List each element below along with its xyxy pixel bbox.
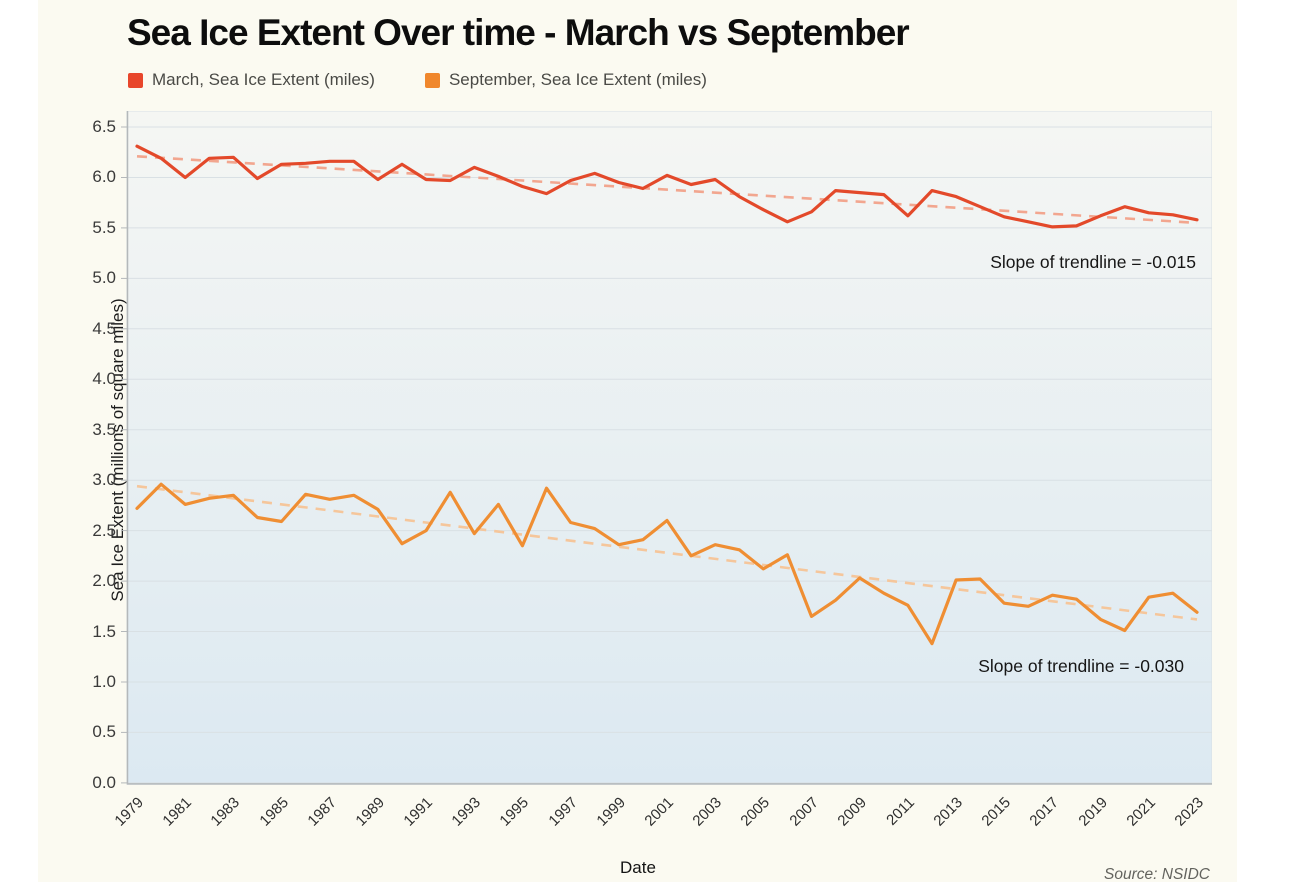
y-tick-label: 0.0 [92, 772, 116, 792]
march-trendline-annotation: Slope of trendline = -0.015 [990, 252, 1196, 272]
x-tick-label: 1989 [352, 794, 388, 830]
september-trendline [136, 484, 1198, 621]
x-tick-label: 1983 [207, 794, 244, 830]
y-tick-label: 5.5 [92, 217, 116, 237]
x-tick-label: 2023 [1171, 794, 1207, 830]
y-tick-label: 6.5 [92, 117, 116, 136]
x-tick-label: 2013 [930, 794, 967, 830]
y-tick-label: 2.0 [92, 571, 116, 591]
x-tick-label: 1981 [159, 794, 196, 830]
chart-title: Sea Ice Extent Over time - March vs Sept… [127, 12, 910, 53]
y-tick-label: 3.0 [92, 470, 116, 490]
x-tick-label: 2003 [689, 794, 726, 830]
x-tick-label: 1999 [593, 794, 629, 830]
y-tick-label: 4.0 [92, 369, 116, 389]
x-tick-label: 2019 [1074, 794, 1111, 830]
source-note: Source: NSIDC [1104, 866, 1210, 883]
september-trendline-annotation: Slope of trendline = -0.030 [978, 656, 1184, 676]
x-tick-label: 2001 [641, 794, 677, 830]
y-tick-label: 1.5 [92, 621, 116, 641]
legend-label-september: September, Sea Ice Extent (miles) [448, 70, 707, 89]
x-tick-label: 2015 [978, 794, 1015, 830]
y-tick-label: 3.5 [92, 419, 116, 439]
plot-area [121, 111, 1212, 785]
y-tick-label: 0.5 [92, 722, 116, 742]
x-tick-label: 1995 [496, 794, 533, 830]
y-tick-label: 5.0 [92, 268, 116, 288]
x-tick-label: 2021 [1123, 794, 1159, 830]
march-trendline [136, 155, 1198, 225]
y-tick-label: 4.5 [92, 318, 116, 338]
september-series-line[interactable] [135, 482, 1199, 646]
x-tick-label: 1997 [545, 794, 581, 830]
legend-item-september[interactable]: September, Sea Ice Extent (miles) [424, 70, 707, 90]
y-tick-label: 2.5 [92, 520, 116, 540]
x-tick-label: 2009 [834, 794, 870, 830]
september-swatch-icon [424, 72, 440, 88]
x-axis-title: Date [620, 858, 656, 877]
x-tick-label: 1993 [448, 794, 485, 830]
x-tick-label: 2017 [1026, 794, 1063, 830]
march-series-line[interactable] [135, 144, 1199, 229]
plot-background [126, 111, 1212, 785]
chart-card: Sea Ice Extent Over time - March vs Sept… [38, 0, 1237, 883]
y-tick-label: 6.0 [92, 167, 116, 187]
x-tick-label: 2007 [785, 794, 822, 830]
x-tick-label: 2005 [737, 794, 774, 830]
x-tick-label: 2011 [883, 794, 918, 829]
x-tick-label: 1985 [255, 794, 292, 830]
legend-label-march: March, Sea Ice Extent (miles) [152, 70, 375, 89]
legend: March, Sea Ice Extent (miles) September,… [128, 70, 707, 90]
march-swatch-icon [128, 72, 143, 88]
legend-item-march[interactable]: March, Sea Ice Extent (miles) [128, 70, 375, 90]
x-tick-label: 1987 [304, 794, 340, 830]
x-tick-label: 1991 [400, 794, 437, 830]
y-tick-label: 1.0 [92, 671, 116, 691]
x-tick-label: 1979 [111, 794, 148, 830]
